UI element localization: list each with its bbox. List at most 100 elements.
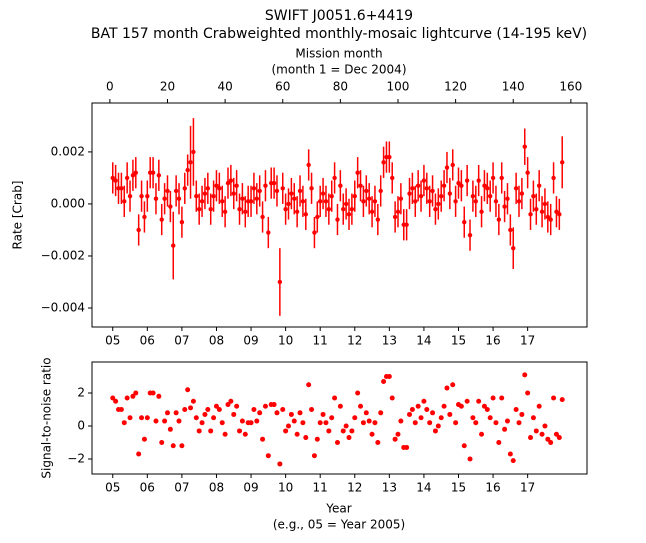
data-point [502,204,507,209]
data-point [294,431,300,437]
data-point [211,193,216,199]
data-point [234,403,240,409]
data-point [260,214,265,220]
data-point [490,395,496,401]
x-tick-label: 12 [347,334,362,348]
data-point [473,420,479,426]
x-tick-label: 09 [243,334,258,348]
x-tick-label: 16 [485,481,500,495]
data-point [191,149,196,155]
y-tick-label: 0.000 [51,196,85,210]
data-point [487,193,493,199]
data-point [433,206,438,212]
data-point [470,415,476,421]
data-point [190,398,196,404]
data-point [243,209,248,214]
data-point [283,428,289,434]
data-point [453,420,459,426]
data-point [237,206,242,212]
data-point [340,428,346,434]
data-point [427,420,433,426]
data-point [274,188,280,194]
data-point [352,193,357,199]
data-point [300,420,306,426]
data-point [381,160,386,165]
data-point [542,201,548,207]
data-point [375,217,381,222]
data-point [378,410,384,416]
y-tick-label: −2 [67,451,85,465]
data-point [188,405,194,411]
data-point [234,183,239,188]
data-point [306,162,311,168]
data-point [392,436,398,442]
data-point [432,428,438,434]
data-point [522,372,528,378]
data-point [208,206,213,212]
data-point [320,411,326,417]
data-point [456,180,461,186]
data-point [548,439,554,445]
data-point [392,214,398,220]
data-point [415,403,421,409]
data-point [159,439,165,445]
data-point [240,196,245,201]
x-axis-label: Year [325,502,351,516]
x-tick-label: 07 [174,334,189,348]
data-point [545,214,551,220]
data-point [548,217,553,222]
data-point [369,431,375,437]
data-point [242,431,248,437]
data-point [369,209,375,214]
data-point [338,183,343,188]
data-point [167,426,173,432]
data-point [329,193,334,199]
data-point [113,398,119,404]
data-point [156,173,162,178]
data-point [257,188,262,194]
data-point [441,403,447,409]
data-point [297,410,303,416]
data-point [375,439,381,445]
data-point [398,196,404,201]
data-point [188,160,193,165]
data-point [139,415,145,421]
data-point [263,183,268,188]
data-point [185,167,190,173]
data-point [315,214,320,220]
data-point [196,428,202,434]
y-axis-label: Signal-to-noise ratio [40,357,54,478]
data-point [482,183,487,188]
data-point [199,420,205,426]
data-point [176,418,182,424]
y-tick-label: 2 [77,386,85,400]
data-point [153,418,159,424]
data-point [502,426,508,432]
data-point [493,420,499,426]
data-point [265,453,271,459]
data-point [551,175,556,181]
data-point [395,209,401,214]
data-point [179,443,185,449]
data-point [237,428,243,434]
top-tick-label: 140 [502,80,525,94]
data-point [481,403,487,409]
data-point [458,403,464,409]
data-point [211,415,217,421]
data-point [291,418,297,424]
data-point [358,403,364,409]
x-tick-label: 07 [174,481,189,495]
data-point [173,188,179,194]
data-point [395,431,401,437]
data-point [530,415,536,421]
data-point [110,395,116,401]
data-point [185,387,191,393]
data-point [130,173,136,178]
data-point [182,407,188,413]
data-point [441,183,447,188]
data-point [418,415,424,421]
data-point [436,201,441,207]
data-point [257,410,263,416]
y-tick-label: −0.004 [41,301,85,315]
top-tick-label: 120 [444,80,467,94]
